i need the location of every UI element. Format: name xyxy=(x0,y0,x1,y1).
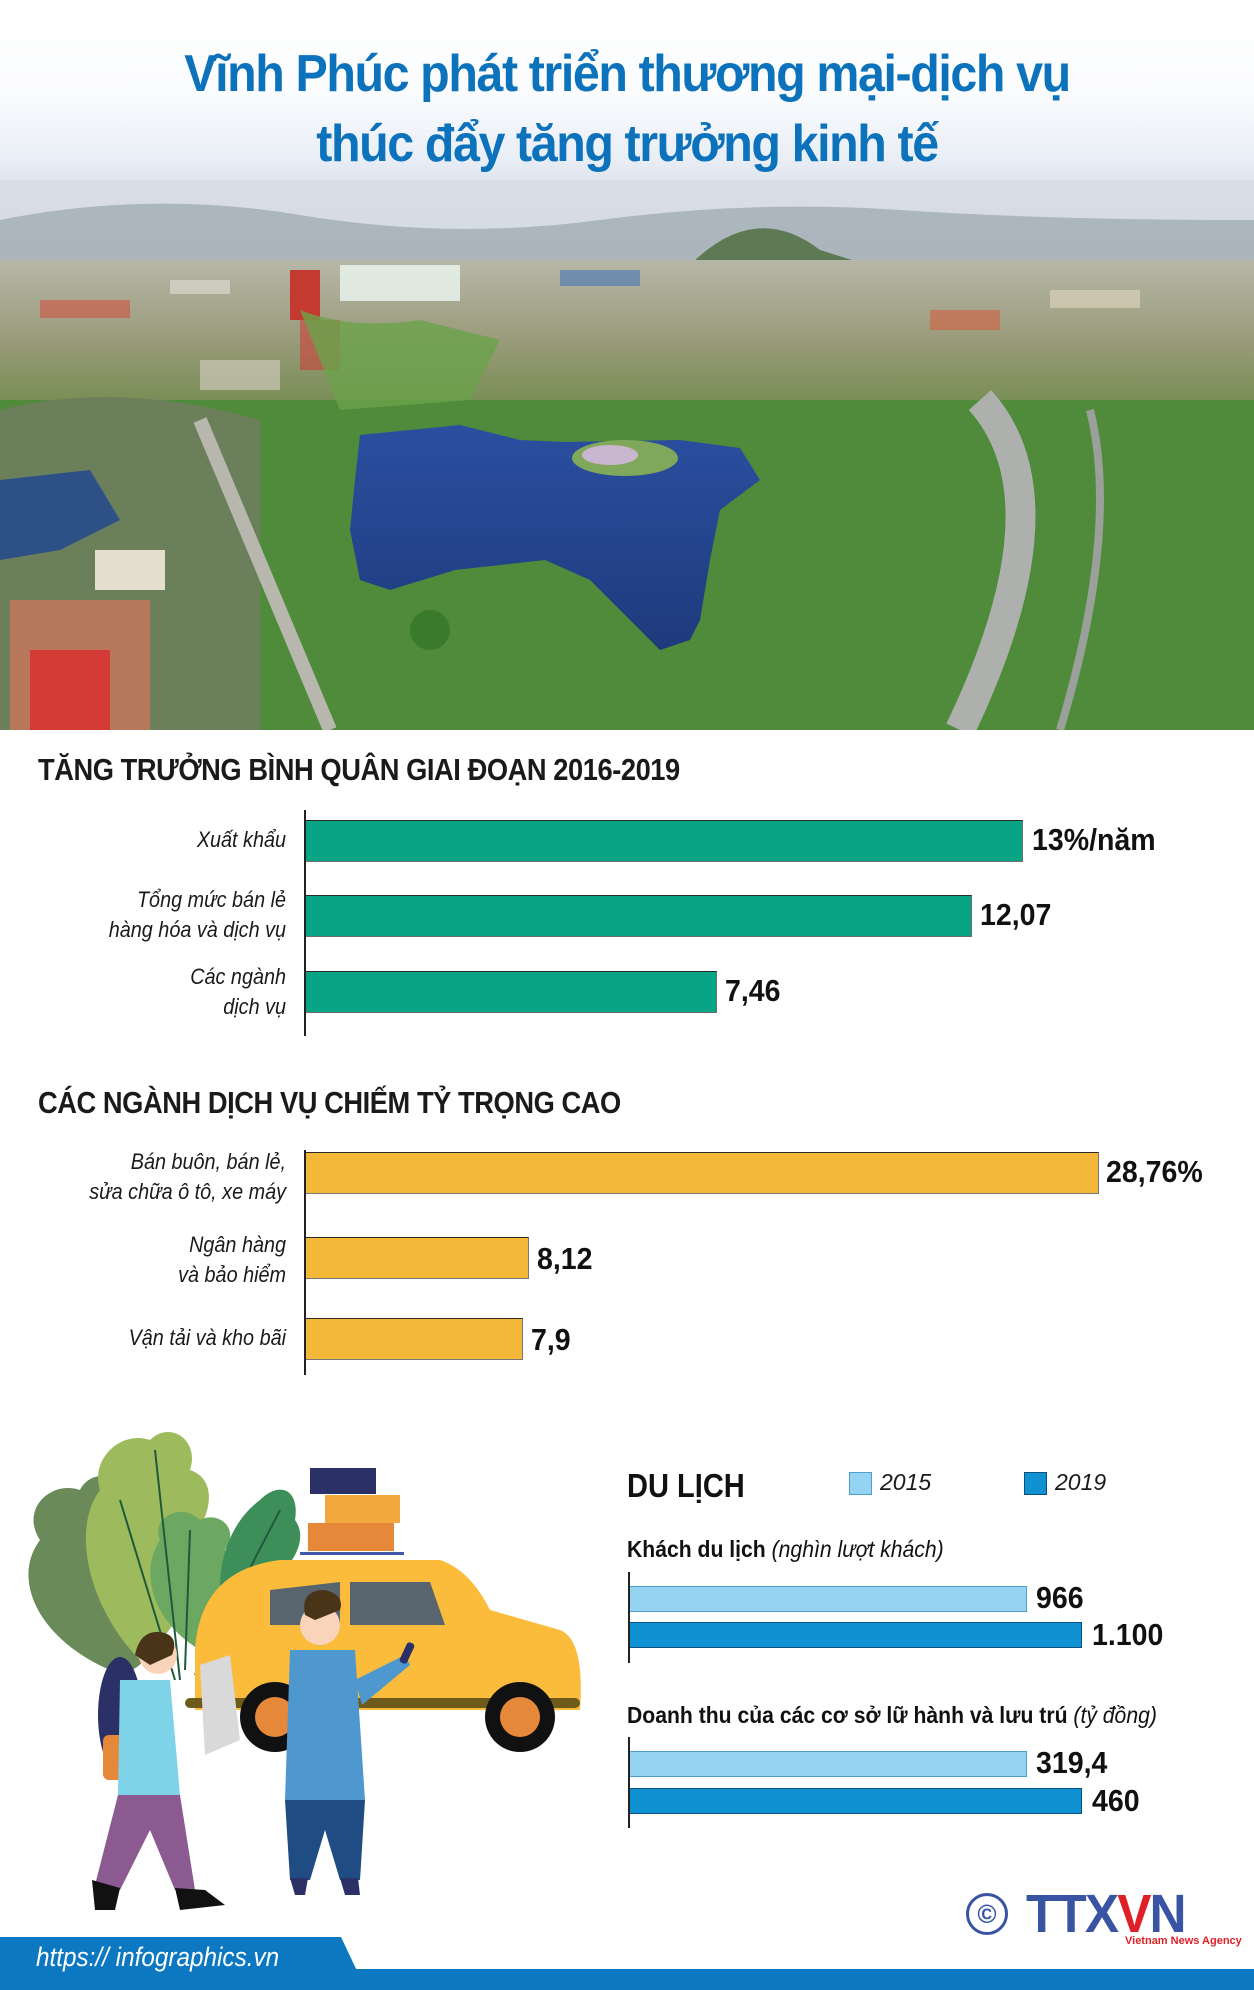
revenue-title: Doanh thu của các cơ sở lữ hành và lưu t… xyxy=(627,1702,1157,1728)
visitors-value-2015: 966 xyxy=(1036,1580,1084,1615)
growth-value-export: 13%/năm xyxy=(1032,822,1156,857)
legend-swatch-2015 xyxy=(849,1472,872,1495)
legend-label-2019: 2019 xyxy=(1055,1469,1107,1495)
revenue-value-2019: 460 xyxy=(1092,1783,1140,1818)
services-bar-wholesale xyxy=(306,1152,1099,1194)
growth-value-retail: 12,07 xyxy=(980,897,1052,932)
revenue-value-2015: 319,4 xyxy=(1036,1745,1108,1780)
revenue-bar-2019 xyxy=(630,1788,1082,1814)
legend-swatch-2019 xyxy=(1024,1472,1047,1495)
travelers-illustration xyxy=(0,1410,600,1910)
legend-label-2015: 2015 xyxy=(880,1469,932,1495)
visitors-bar-2015 xyxy=(630,1586,1027,1612)
revenue-bar-2015 xyxy=(630,1751,1027,1777)
visitors-bar-2019 xyxy=(630,1622,1082,1648)
ttxvn-logo: TTXVN xyxy=(1026,1884,1187,1944)
footer-url-link[interactable]: https:// infographics.vn xyxy=(36,1942,280,1972)
growth-bar-retail xyxy=(306,895,972,937)
visitors-title: Khách du lịch (nghìn lượt khách) xyxy=(627,1536,944,1562)
growth-bar-export xyxy=(306,820,1023,862)
logo-subtitle: Vietnam News Agency xyxy=(1125,1935,1242,1947)
aerial-city-photo xyxy=(0,180,1254,730)
revenue-unit: (tỷ đồng) xyxy=(1073,1702,1157,1728)
tourism-title: DU LỊCH xyxy=(627,1467,745,1504)
visitors-value-2019: 1.100 xyxy=(1092,1617,1164,1652)
services-label-transport: Vận tải và kho bãi xyxy=(128,1325,286,1350)
header: Vĩnh Phúc phát triển thương mại-dịch vụ … xyxy=(0,0,1254,200)
page-title-line2: thúc đẩy tăng trưởng kinh tế xyxy=(316,115,939,173)
services-value-transport: 7,9 xyxy=(531,1322,571,1357)
visitors-unit: (nghìn lượt khách) xyxy=(771,1536,944,1562)
services-bar-banking xyxy=(306,1237,529,1279)
growth-label-services: Các ngành dịch vụ xyxy=(190,964,286,1019)
services-chart-axis xyxy=(304,1150,306,1375)
services-value-wholesale: 28,76% xyxy=(1106,1154,1203,1189)
growth-label-export: Xuất khẩu xyxy=(196,827,286,852)
section-services-title: CÁC NGÀNH DỊCH VỤ CHIẾM TỶ TRỌNG CAO xyxy=(38,1085,621,1120)
page-title-line1: Vĩnh Phúc phát triển thương mại-dịch vụ xyxy=(184,45,1071,103)
growth-chart-axis xyxy=(304,810,306,1036)
services-value-banking: 8,12 xyxy=(537,1241,593,1276)
growth-bar-services xyxy=(306,971,717,1013)
copyright-icon: © xyxy=(966,1893,1008,1935)
section-growth-title: TĂNG TRƯỞNG BÌNH QUÂN GIAI ĐOẠN 2016-201… xyxy=(38,752,680,787)
revenue-chart-axis xyxy=(628,1737,630,1828)
services-label-wholesale: Bán buôn, bán lẻ, sửa chữa ô tô, xe máy xyxy=(89,1149,286,1204)
growth-label-retail: Tổng mức bán lẻ hàng hóa và dịch vụ xyxy=(108,887,286,942)
growth-value-services: 7,46 xyxy=(725,973,781,1008)
footer-url-tab xyxy=(0,1937,366,1990)
visitors-chart-axis xyxy=(628,1572,630,1663)
services-label-banking: Ngân hàng và bảo hiểm xyxy=(178,1232,286,1287)
services-bar-transport xyxy=(306,1318,523,1360)
